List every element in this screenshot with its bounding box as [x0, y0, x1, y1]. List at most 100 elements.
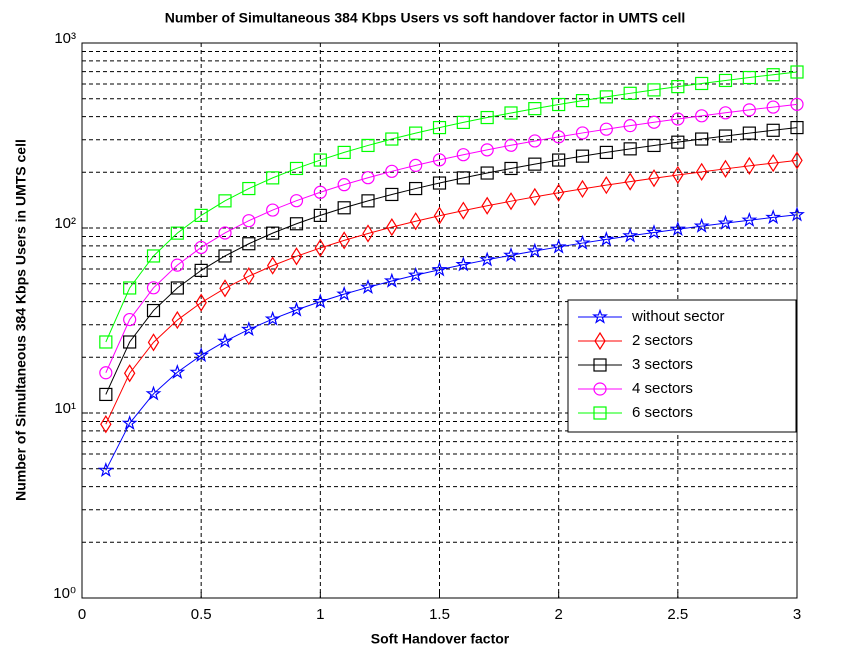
data-point — [505, 192, 517, 211]
data-point — [790, 65, 804, 79]
data-point — [623, 142, 637, 156]
x-tick-label: 1 — [316, 606, 324, 623]
data-point — [313, 185, 327, 199]
data-point — [432, 120, 447, 135]
x-tick-label: 2 — [554, 606, 562, 623]
data-point — [171, 310, 184, 330]
data-point — [218, 249, 232, 263]
data-point — [242, 237, 256, 251]
data-point — [669, 220, 686, 236]
data-point — [456, 171, 470, 185]
data-point — [242, 181, 256, 196]
data-point — [362, 224, 374, 243]
data-point — [385, 187, 399, 202]
data-point — [433, 206, 446, 225]
data-point — [336, 285, 353, 301]
data-point — [526, 242, 543, 258]
legend-marker — [593, 406, 607, 420]
data-point — [409, 158, 423, 172]
data-point — [194, 240, 208, 255]
x-tick-label: 3 — [793, 606, 801, 623]
data-point — [576, 179, 589, 199]
y-tick-label: 10⁰ — [53, 585, 76, 602]
data-point — [145, 385, 162, 401]
data-point — [791, 151, 803, 170]
data-point — [480, 110, 494, 125]
data-point — [671, 135, 685, 149]
data-point — [218, 194, 232, 208]
data-point — [243, 267, 255, 286]
data-point — [313, 208, 327, 222]
data-point — [528, 157, 542, 171]
data-point — [575, 94, 590, 108]
x-tick-label: 0.5 — [191, 606, 212, 623]
data-point — [766, 68, 780, 82]
data-point — [170, 258, 184, 272]
data-point — [97, 461, 114, 478]
data-point — [648, 169, 660, 188]
data-point — [100, 415, 112, 434]
data-point — [718, 129, 733, 143]
data-point — [695, 132, 709, 146]
data-point — [622, 227, 639, 243]
data-point — [455, 256, 472, 272]
data-point — [289, 161, 304, 176]
data-point — [456, 115, 470, 130]
data-point — [479, 251, 496, 267]
data-point — [146, 303, 161, 318]
data-point — [717, 214, 734, 230]
x-tick-label: 2.5 — [667, 606, 688, 623]
legend-label: without sector — [631, 308, 725, 325]
data-point — [123, 364, 136, 383]
data-point — [742, 103, 756, 117]
data-point — [170, 281, 184, 295]
data-point — [432, 153, 447, 167]
data-point — [647, 83, 661, 97]
data-point — [169, 363, 186, 380]
data-point — [99, 387, 113, 402]
data-point — [504, 161, 518, 176]
data-point — [219, 279, 231, 298]
data-point — [743, 156, 756, 176]
data-point — [218, 226, 232, 240]
data-point — [456, 148, 470, 162]
data-point — [550, 238, 567, 254]
data-point — [409, 212, 422, 231]
data-point — [646, 224, 662, 240]
data-point — [431, 261, 448, 277]
data-point — [624, 172, 636, 191]
data-point — [337, 201, 351, 215]
data-point — [312, 293, 329, 309]
data-point — [552, 130, 566, 144]
data-point — [695, 76, 709, 91]
data-point — [123, 335, 137, 349]
legend-marker — [594, 331, 606, 351]
data-point — [266, 203, 280, 217]
data-point — [623, 119, 637, 133]
data-point — [575, 126, 590, 140]
data-point — [766, 100, 780, 114]
data-point — [147, 333, 160, 352]
data-point — [170, 226, 184, 240]
data-point — [123, 312, 137, 327]
x-axis-label: Soft Handover factor — [371, 631, 510, 647]
data-point — [266, 256, 279, 275]
series-line — [105, 127, 798, 395]
data-point — [146, 249, 161, 263]
data-point — [193, 346, 210, 363]
data-point — [481, 196, 493, 215]
data-point — [528, 102, 542, 116]
data-point — [383, 272, 400, 288]
data-point — [790, 97, 804, 111]
data-point — [600, 176, 613, 195]
data-point — [123, 281, 137, 295]
data-point — [719, 159, 732, 178]
data-point — [480, 166, 494, 180]
data-point — [290, 247, 303, 266]
y-tick-label: 10¹ — [54, 400, 76, 417]
data-point — [765, 209, 782, 225]
data-point — [789, 206, 805, 222]
data-point — [599, 90, 613, 104]
data-point — [528, 134, 542, 148]
data-point — [741, 211, 758, 227]
